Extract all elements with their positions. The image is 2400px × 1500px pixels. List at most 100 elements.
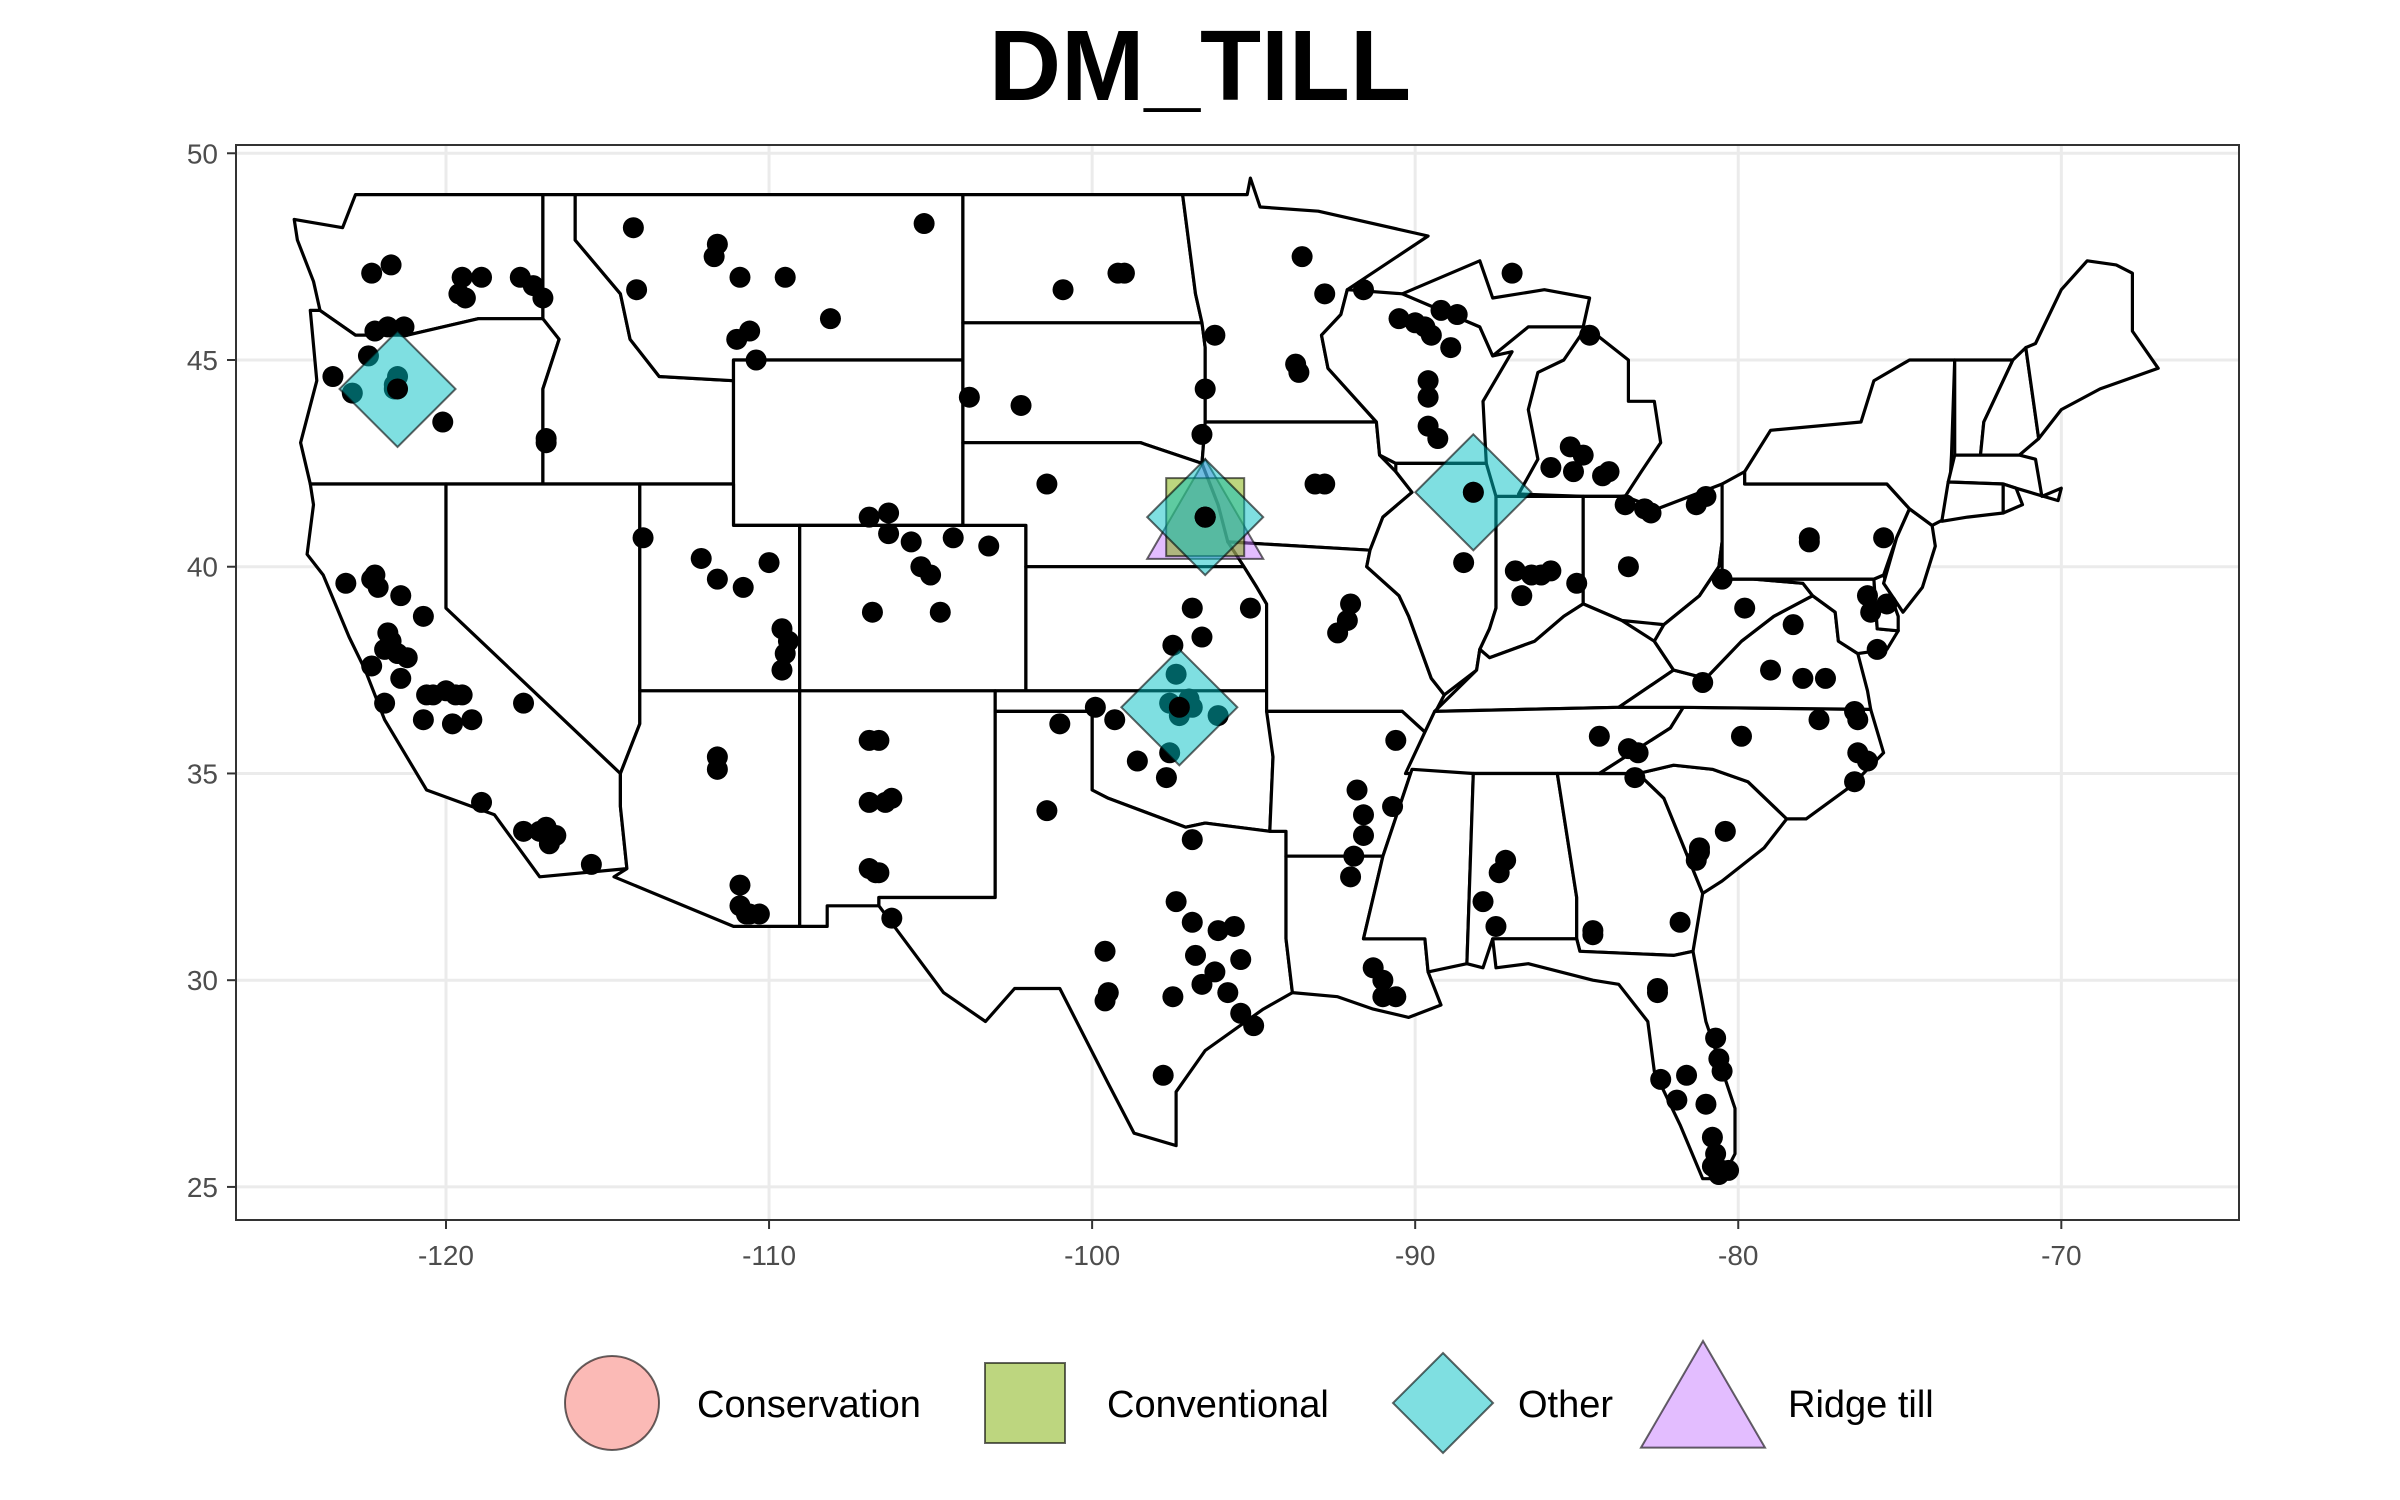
site-point-28 <box>726 328 748 350</box>
x-tick-label-3: -90 <box>1395 1240 1435 1271</box>
site-point-24 <box>729 266 751 288</box>
site-point-144 <box>1340 866 1362 888</box>
site-point-138 <box>1385 729 1407 751</box>
site-point-201 <box>396 647 418 669</box>
site-point-57 <box>774 643 796 665</box>
site-point-95 <box>1695 485 1717 507</box>
site-point-87 <box>1540 560 1562 582</box>
x-tick-label-1: -110 <box>742 1240 796 1271</box>
site-point-40 <box>1036 473 1058 495</box>
site-point-209 <box>451 684 473 706</box>
site-point-14 <box>471 266 493 288</box>
site-point-171 <box>1181 829 1203 851</box>
site-point-242 <box>1304 473 1326 495</box>
legend-label-conventional: Conventional <box>1107 1384 1329 1426</box>
till-series-markers <box>338 329 1533 767</box>
site-point-176 <box>1185 944 1207 966</box>
site-point-71 <box>1417 386 1439 408</box>
site-point-127 <box>1650 1068 1672 1090</box>
y-tick-label-4: 45 <box>187 345 218 376</box>
site-point-174 <box>1207 920 1229 942</box>
state-ks <box>1024 565 1269 693</box>
site-point-106 <box>1760 659 1782 681</box>
site-point-220 <box>580 853 602 875</box>
site-point-17 <box>532 287 554 309</box>
state-pa <box>1720 470 1912 581</box>
site-point-151 <box>1472 891 1494 913</box>
site-point-172 <box>1165 891 1187 913</box>
site-point-237 <box>1646 982 1668 1004</box>
marker-center-dot-other-0 <box>387 378 409 400</box>
site-point-179 <box>1217 982 1239 1004</box>
site-point-170 <box>1049 713 1071 735</box>
site-points <box>322 213 1898 1186</box>
site-point-13 <box>454 287 476 309</box>
site-point-48 <box>978 535 1000 557</box>
site-point-195 <box>390 585 412 607</box>
site-point-68 <box>1440 337 1462 359</box>
site-point-75 <box>1579 324 1601 346</box>
state-mi_lp <box>1516 325 1663 498</box>
state-nd <box>961 193 1204 325</box>
site-point-67 <box>1420 324 1442 346</box>
site-point-191 <box>335 572 357 594</box>
site-point-168 <box>1084 696 1106 718</box>
state-ct <box>1940 480 2005 523</box>
site-point-70 <box>1417 370 1439 392</box>
legend-key-other <box>1391 1351 1495 1455</box>
site-point-78 <box>1540 457 1562 478</box>
site-point-42 <box>878 502 900 524</box>
site-point-123 <box>1708 1048 1730 1070</box>
site-point-119 <box>1685 849 1707 871</box>
site-point-61 <box>1314 283 1336 305</box>
site-point-58 <box>771 659 793 681</box>
site-point-155 <box>1327 622 1349 644</box>
y-tick-label-1: 30 <box>187 965 218 996</box>
site-point-110 <box>1588 725 1610 747</box>
x-tick-label-4: -80 <box>1718 1240 1758 1271</box>
site-point-222 <box>706 758 728 780</box>
marker-center-dot-other-1 <box>1194 506 1216 528</box>
site-point-29 <box>745 349 767 371</box>
marker-center-dot-other-3 <box>1168 696 1190 718</box>
state-wa <box>292 193 548 337</box>
site-point-83 <box>1453 552 1475 574</box>
site-point-136 <box>1627 742 1649 764</box>
site-point-169 <box>1104 709 1126 731</box>
site-point-89 <box>1566 572 1588 594</box>
site-point-196 <box>412 605 434 627</box>
site-point-114 <box>1856 750 1878 772</box>
site-point-41 <box>858 506 880 528</box>
legend: Conservation Conventional Other Ridge till <box>564 1339 1934 1455</box>
site-point-74 <box>1501 262 1523 284</box>
state-fl <box>1491 937 1737 1181</box>
site-point-103 <box>1876 593 1898 615</box>
site-point-175 <box>1223 915 1245 937</box>
chart-title: DM_TILL <box>989 10 1411 122</box>
site-point-51 <box>690 547 712 569</box>
site-point-84 <box>1504 560 1526 582</box>
state-ri <box>2001 482 2025 515</box>
site-point-77 <box>1572 444 1594 466</box>
site-point-6 <box>322 366 344 388</box>
site-point-62 <box>1352 279 1374 301</box>
site-point-156 <box>1191 626 1213 648</box>
site-point-140 <box>1346 779 1368 801</box>
site-point-143 <box>1343 845 1365 867</box>
site-point-4 <box>364 320 386 342</box>
site-point-125 <box>1676 1064 1698 1086</box>
site-point-124 <box>1695 1093 1717 1115</box>
site-point-33 <box>1113 262 1135 284</box>
site-point-1 <box>361 262 383 284</box>
site-point-166 <box>1126 750 1148 772</box>
site-point-38 <box>958 386 980 408</box>
site-point-190 <box>929 601 951 623</box>
site-point-105 <box>1782 614 1804 636</box>
site-point-116 <box>1714 820 1736 842</box>
site-point-122 <box>1705 1027 1727 1049</box>
site-point-0 <box>380 254 402 276</box>
state-az <box>612 689 802 929</box>
state-nm <box>798 689 997 929</box>
plot-border <box>235 144 2240 1221</box>
